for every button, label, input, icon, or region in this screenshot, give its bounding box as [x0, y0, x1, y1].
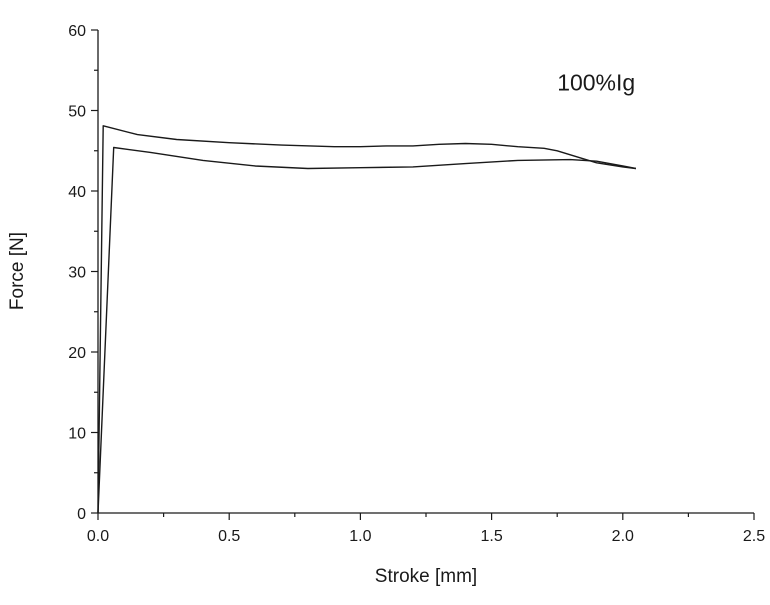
x-tick-label: 0.5: [218, 528, 240, 545]
x-tick-label: 1.5: [480, 528, 502, 545]
x-tick-label: 2.5: [743, 528, 765, 545]
y-axis-ticks: 0 10 20 30 40 50 60: [68, 23, 98, 523]
y-tick-label: 60: [68, 23, 86, 40]
x-tick-label: 1.0: [349, 528, 371, 545]
x-tick-label: 0.0: [87, 528, 109, 545]
y-tick-label: 40: [68, 184, 86, 201]
y-tick-label: 30: [68, 265, 86, 282]
y-tick-label: 50: [68, 104, 86, 121]
y-tick-label: 0: [77, 506, 86, 523]
annotation-label: 100%Ig: [557, 69, 635, 95]
y-tick-label: 20: [68, 345, 86, 362]
x-axis-ticks: 0.0 0.5 1.0 1.5 2.0 2.5: [87, 513, 765, 545]
series-line-1: [97, 125, 636, 514]
series-group: [97, 125, 637, 514]
x-tick-label: 2.0: [612, 528, 634, 545]
series-line-2: [97, 146, 637, 514]
y-tick-label: 10: [68, 426, 86, 443]
y-axis-title: Force [N]: [7, 232, 28, 310]
x-axis-title: Stroke [mm]: [375, 566, 477, 587]
